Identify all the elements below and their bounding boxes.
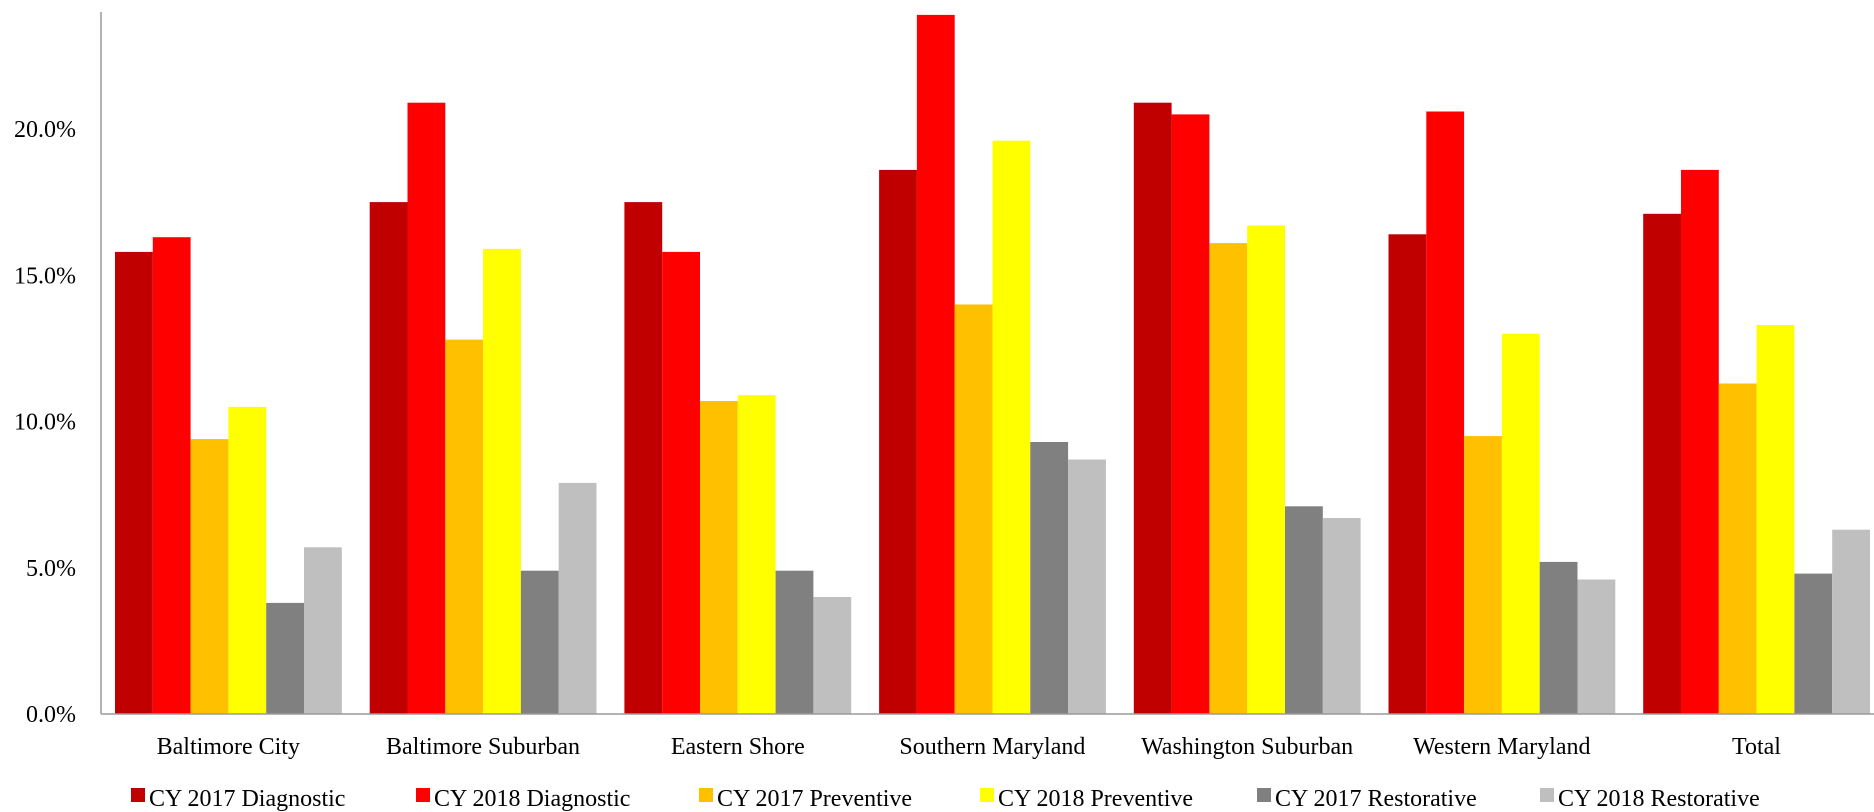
bar [1209, 243, 1248, 714]
bar [1794, 573, 1833, 714]
legend-entry-label: CY 2017 Restorative [1275, 786, 1477, 812]
bar [916, 14, 955, 714]
bar [152, 237, 191, 714]
bar [879, 169, 917, 714]
bar [1832, 529, 1870, 714]
bar [1171, 114, 1210, 714]
bar [662, 251, 700, 714]
y-tick-label: 0.0% [26, 702, 76, 728]
legend-swatch [416, 788, 430, 802]
x-tick-label: Baltimore City [157, 734, 300, 760]
bar [1464, 436, 1502, 714]
y-tick-label: 5.0% [26, 556, 76, 582]
legend-swatch [1540, 788, 1554, 802]
bar [1285, 506, 1323, 714]
bar [483, 248, 521, 714]
legend-swatch [1257, 788, 1271, 802]
y-tick-label: 15.0% [14, 263, 76, 289]
bar [1718, 383, 1757, 714]
y-axis-ticks: 0.0% 5.0% 10.0% 15.0% 20.0% [14, 117, 76, 728]
bar [813, 597, 852, 714]
x-tick-label: Total [1732, 734, 1781, 760]
x-tick-label: Washington Suburban [1141, 734, 1353, 760]
bar [775, 570, 814, 714]
bar [228, 406, 267, 714]
bar [407, 102, 446, 714]
bar [700, 401, 738, 714]
bar [954, 304, 993, 714]
y-tick-label: 20.0% [14, 117, 76, 143]
bar [115, 251, 153, 714]
bar [369, 202, 408, 714]
x-tick-label: Eastern Shore [671, 734, 805, 760]
bar [737, 395, 776, 714]
bar [1068, 459, 1106, 714]
bar [520, 570, 559, 714]
y-tick-label: 10.0% [14, 410, 76, 436]
bar [1681, 169, 1719, 714]
bar [1030, 442, 1069, 714]
bar [1577, 579, 1616, 714]
bar [624, 202, 663, 714]
bar [304, 547, 342, 714]
x-tick-label: Baltimore Suburban [386, 734, 580, 760]
legend-swatch [131, 788, 145, 802]
legend-entry-label: CY 2017 Preventive [717, 786, 912, 812]
x-tick-label: Southern Maryland [899, 734, 1085, 760]
legend-entry-label: CY 2018 Diagnostic [434, 786, 630, 812]
bar [992, 140, 1031, 714]
bar [1388, 234, 1427, 715]
legend-entry-label: CY 2018 Restorative [1558, 786, 1760, 812]
bar [1643, 213, 1681, 715]
bar [1756, 325, 1795, 714]
bar [1133, 102, 1172, 714]
bar [190, 439, 229, 714]
bar [445, 339, 484, 714]
bar [1247, 225, 1285, 714]
bar [1322, 518, 1361, 714]
bar [558, 482, 597, 714]
legend-swatch [980, 788, 994, 802]
legend: CY 2017 Diagnostic CY 2018 Diagnostic CY 2… [131, 786, 1760, 812]
legend-swatch [699, 788, 713, 802]
bar-marks [115, 14, 1870, 715]
legend-entry-label: CY 2017 Diagnostic [149, 786, 345, 812]
x-axis-category-labels: Baltimore City Baltimore Suburban Eastern … [157, 734, 1782, 760]
legend-entry-label: CY 2018 Preventive [998, 786, 1193, 812]
bar [1539, 561, 1578, 714]
bar [266, 602, 304, 714]
bar [1501, 333, 1540, 714]
bar [1426, 111, 1465, 714]
x-tick-label: Western Maryland [1413, 734, 1590, 760]
